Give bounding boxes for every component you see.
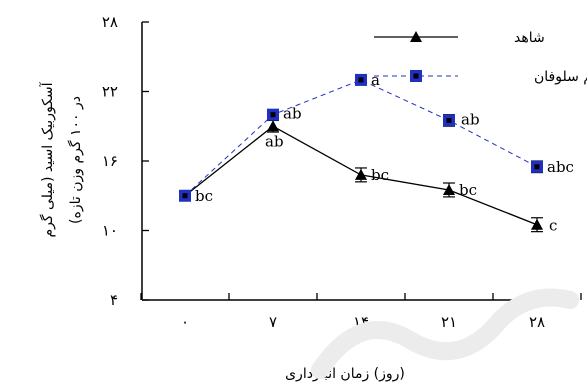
significance-label: bc xyxy=(459,181,477,199)
significance-label: c xyxy=(549,217,557,235)
series-layer: bc ab bc bc c ab a ab abc xyxy=(179,71,574,235)
significance-label: bc xyxy=(371,166,389,184)
y-ticks: ۴ ۱۰ ۱۶ ۲۲ ۲۸ xyxy=(102,13,149,309)
y-tick-label: ۱۶ xyxy=(102,152,118,170)
y-axis-title-line2: در ۱۰۰ گرم وزن تازه) xyxy=(67,96,84,224)
significance-label: bc xyxy=(195,187,213,205)
data-point-triangle xyxy=(267,120,279,132)
data-point-square-inner xyxy=(446,117,452,123)
legend-label-cellophane: فیلم سلوفان xyxy=(534,69,587,85)
y-tick-label: ۴ xyxy=(110,291,118,309)
data-point-square-inner xyxy=(358,77,364,83)
x-axis: ۰ ۷ ۱۴ ۲۱ ۲۸ xyxy=(140,293,582,331)
data-point-square-inner xyxy=(534,164,540,170)
significance-label: a xyxy=(371,71,380,89)
legend-entry-control: شاهد xyxy=(374,30,545,46)
data-point-square-inner xyxy=(182,193,188,199)
y-axis-title-line1: آسکوربیک اسید (میلی گرم xyxy=(39,81,56,237)
series-line xyxy=(184,79,538,197)
y-tick-label: ۱۰ xyxy=(102,222,118,240)
x-tick-label: ۰ xyxy=(181,313,189,331)
y-axis: ۴ ۱۰ ۱۶ ۲۲ ۲۸ xyxy=(102,13,149,309)
y-axis-title: آسکوربیک اسید (میلی گرم در ۱۰۰ گرم وزن ت… xyxy=(39,81,84,237)
x-tick-label: ۲۸ xyxy=(529,313,545,331)
data-point-triangle xyxy=(531,218,543,230)
series-control: bc ab bc bc c xyxy=(179,119,557,235)
significance-label: ab xyxy=(461,110,480,128)
significance-label: ab xyxy=(265,132,284,150)
data-point-square-inner xyxy=(270,112,276,118)
x-axis-title: (روز) زمان انبارداری xyxy=(285,366,405,382)
y-tick-label: ۲۸ xyxy=(102,13,118,31)
series-cellophane: ab a ab abc xyxy=(179,71,574,202)
data-point-triangle xyxy=(443,183,455,195)
data-point-triangle xyxy=(355,168,367,180)
significance-label: ab xyxy=(283,105,302,123)
legend-label-control: شاهد xyxy=(514,30,545,46)
legend-marker-square-inner xyxy=(413,73,419,79)
y-tick-label: ۲۲ xyxy=(102,83,118,101)
x-tick-label: ۷ xyxy=(269,313,277,331)
legend-entry-cellophane: فیلم سلوفان xyxy=(374,69,587,85)
x-tick-label: ۱۴ xyxy=(353,313,369,331)
x-ticks: ۰ ۷ ۱۴ ۲۱ ۲۸ xyxy=(140,293,582,331)
legend-marker-triangle xyxy=(410,31,422,42)
significance-label: abc xyxy=(547,158,574,176)
x-tick-label: ۲۱ xyxy=(441,313,457,331)
legend: شاهد فیلم سلوفان xyxy=(374,30,587,85)
